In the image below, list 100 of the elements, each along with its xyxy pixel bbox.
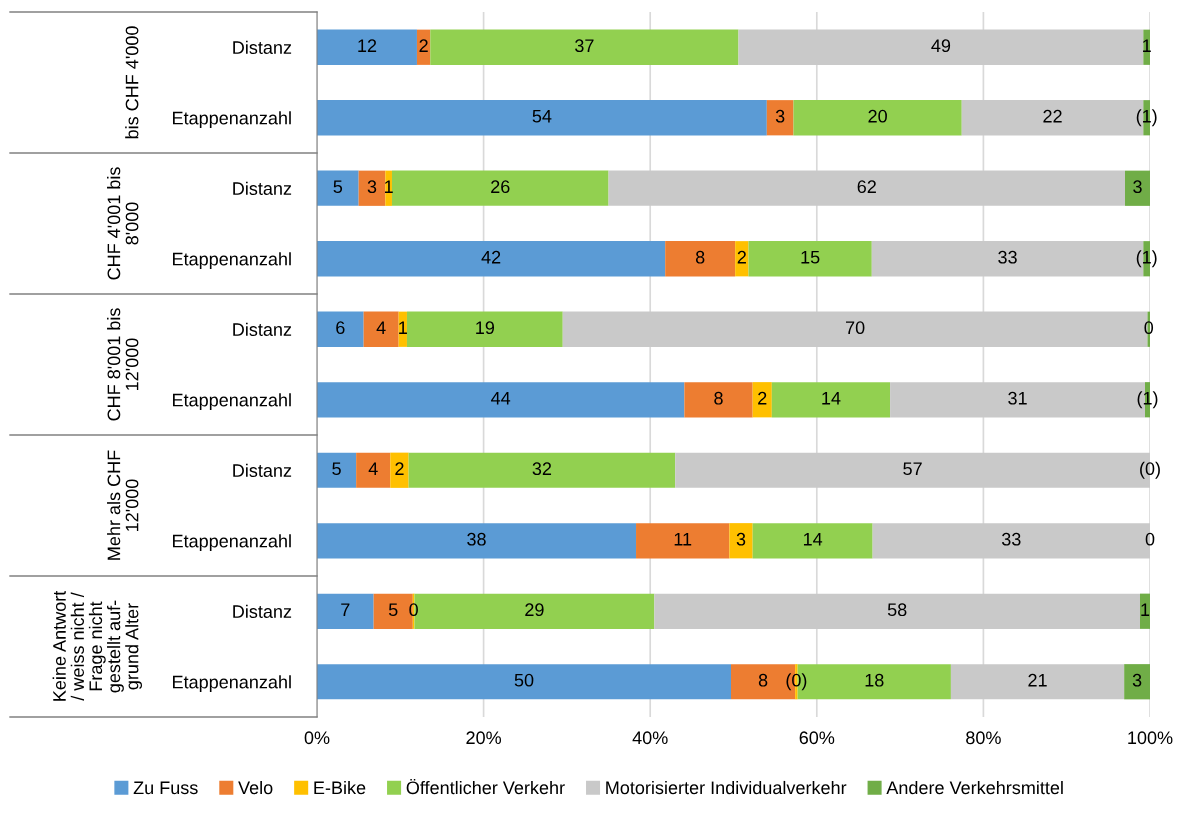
bar [1140, 593, 1150, 629]
data-label: 1 [399, 321, 407, 334]
bar [406, 311, 563, 347]
data-label: 0 [409, 603, 418, 617]
data-label: 1 [384, 180, 393, 193]
bar [356, 452, 391, 488]
data-label: 8 [758, 673, 768, 687]
legend-label: E-Bike [314, 780, 366, 795]
bar [317, 523, 637, 559]
x-tick-label: 100% [1128, 731, 1173, 745]
bar [317, 593, 374, 629]
data-label: 4 [376, 321, 386, 334]
data-label: 2 [395, 462, 404, 475]
data-label: 1 [1141, 603, 1150, 616]
data-label: 4 [368, 462, 378, 475]
data-label: 44 [491, 392, 511, 405]
legend-label: Zu Fuss [133, 781, 198, 795]
bar [793, 100, 962, 136]
bar [766, 100, 794, 136]
text: Mehr als CHF 12'000 [107, 450, 139, 560]
text: Keine Antwort / weiss nicht / Frage nicht gestellt auf- grund Alter [52, 590, 142, 701]
y-tick-label: Etappenanzahl [173, 534, 291, 552]
data-label: 8 [714, 391, 723, 405]
data-label: 14 [822, 392, 841, 405]
data-label: 3 [1132, 673, 1142, 687]
bar [684, 382, 753, 418]
data-label: 19 [476, 321, 495, 335]
data-label: 7 [341, 603, 350, 616]
legend-label: Andere Verkehrsmittel [886, 780, 1063, 795]
data-label: 50 [514, 673, 534, 687]
bar [771, 382, 891, 418]
data-label: 33 [1001, 532, 1021, 546]
bar [391, 170, 609, 206]
bar [317, 382, 685, 418]
bar [608, 170, 1126, 206]
bar [950, 664, 1125, 700]
data-label: 5 [388, 603, 398, 617]
bar [317, 29, 417, 65]
legend-label: Öffentlicher Verkehr [406, 778, 565, 795]
bar [1125, 170, 1150, 206]
data-label: 26 [491, 180, 510, 194]
data-label: 31 [1008, 391, 1027, 405]
text: bis CHF 4'000 [125, 26, 139, 139]
bar [358, 170, 386, 206]
data-label: 5 [332, 462, 341, 476]
data-label: 18 [865, 673, 884, 687]
data-label: 6 [336, 321, 345, 335]
data-label: 0 [1145, 532, 1155, 546]
y-tick-label: Distanz [233, 322, 292, 336]
data-label: 14 [803, 533, 823, 546]
data-label: 57 [903, 462, 922, 476]
bar [363, 311, 399, 347]
x-tick-label: 80% [966, 731, 1001, 745]
data-label: 15 [801, 251, 820, 264]
bar [752, 523, 873, 559]
data-label: 62 [857, 180, 876, 194]
x-tick-label: 60% [799, 731, 835, 745]
data-label: 21 [1028, 673, 1047, 687]
bar [752, 382, 772, 418]
text: CHF 4'001 bis 8'000 [107, 167, 139, 280]
data-label: 58 [887, 603, 907, 617]
data-label: 2 [758, 391, 767, 405]
data-label: 3 [736, 532, 746, 546]
bar [729, 523, 753, 559]
y-tick-label: Etappenanzahl [173, 111, 291, 129]
y-tick-label: Distanz [233, 463, 292, 477]
bar [317, 241, 666, 277]
y-tick-label: Distanz [233, 604, 292, 618]
bar [390, 452, 409, 488]
data-label: 42 [481, 250, 501, 264]
x-tick-label: 0% [304, 731, 330, 745]
data-label: (0) [786, 673, 807, 691]
data-label: 37 [575, 39, 594, 53]
bar [636, 523, 730, 559]
bar [408, 452, 676, 488]
data-label: 49 [931, 39, 951, 53]
bar [748, 241, 872, 277]
bar [665, 241, 736, 277]
y-tick-label: Etappenanzahl [173, 675, 291, 693]
bar [738, 29, 1144, 65]
bar [317, 100, 767, 136]
bar [317, 311, 364, 347]
y-tick-label: Distanz [233, 40, 292, 54]
bar [317, 452, 357, 488]
data-label: 33 [998, 250, 1017, 264]
legend-label: Motorisierter Individualverkehr [606, 780, 847, 795]
legend-label: Velo [238, 780, 273, 795]
text: CHF 8'001 bis 12'000 [107, 308, 139, 421]
data-label: 11 [674, 533, 692, 546]
bar [430, 29, 739, 65]
y-tick-label: Etappenanzahl [173, 393, 291, 411]
data-label: 70 [846, 321, 865, 335]
bar [317, 664, 731, 700]
data-label: 5 [333, 180, 343, 194]
data-label: 8 [695, 250, 705, 264]
data-label: 3 [367, 180, 377, 194]
data-label: (0) [1140, 461, 1160, 479]
data-label: 3 [775, 109, 785, 123]
bar [317, 170, 359, 206]
data-label: 29 [525, 603, 544, 617]
